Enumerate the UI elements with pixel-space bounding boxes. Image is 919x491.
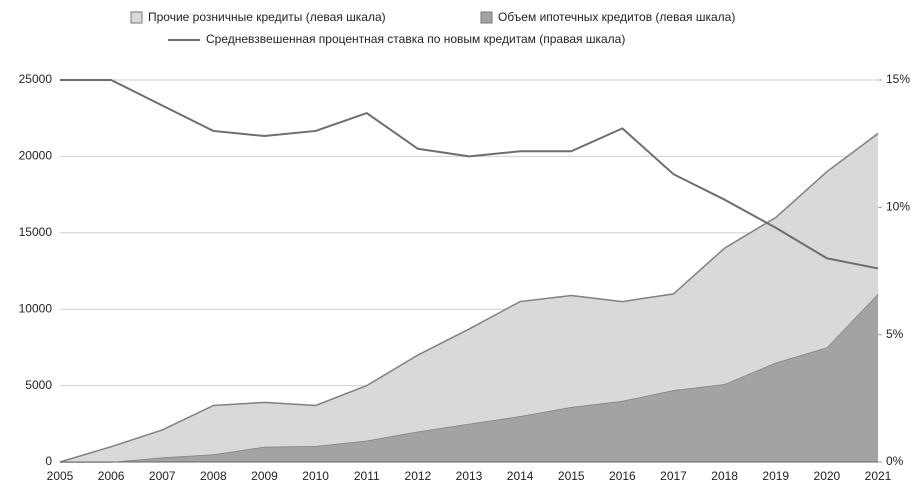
- legend-label: Прочие розничные кредиты (левая шкала): [148, 10, 386, 24]
- x-tick-label: 2012: [405, 469, 432, 483]
- y-tick-label: 0: [45, 454, 52, 468]
- y2-tick-label: 10%: [886, 200, 910, 214]
- x-tick-label: 2013: [456, 469, 483, 483]
- x-tick-label: 2016: [609, 469, 636, 483]
- legend-label: Средневзвешенная процентная ставка по но…: [206, 32, 625, 46]
- x-tick-label: 2018: [711, 469, 738, 483]
- y-tick-label: 10000: [19, 301, 53, 315]
- x-tick-label: 2021: [865, 469, 892, 483]
- x-tick-label: 2006: [98, 469, 125, 483]
- area: [60, 133, 878, 463]
- legend-swatch: [130, 11, 143, 24]
- x-tick-label: 2007: [149, 469, 176, 483]
- x-tick-label: 2011: [354, 469, 380, 483]
- x-tick-label: 2014: [507, 469, 534, 483]
- area-edge: [59, 132, 879, 463]
- y-tick-label: 20000: [19, 149, 53, 163]
- x-tick-label: 2020: [814, 469, 841, 483]
- x-tick-label: 2017: [660, 469, 687, 483]
- y-tick-label: 5000: [25, 378, 52, 392]
- legend-label: Объем ипотечных кредитов (левая шкала): [498, 10, 735, 24]
- x-tick-label: 2008: [200, 469, 227, 483]
- y-tick-label: 25000: [19, 72, 53, 86]
- y2-tick-label: 15%: [886, 72, 910, 86]
- y-tick-label: 15000: [19, 225, 53, 239]
- x-tick-label: 2010: [302, 469, 329, 483]
- x-tick-label: 2015: [558, 469, 585, 483]
- line: [60, 79, 879, 270]
- y2-tick-label: 0%: [886, 454, 904, 468]
- area: [60, 293, 878, 462]
- x-tick-label: 2009: [251, 469, 278, 483]
- x-tick-label: 2005: [47, 469, 74, 483]
- x-tick-label: 2019: [762, 469, 789, 483]
- legend-swatch: [480, 11, 493, 24]
- y2-tick-label: 5%: [886, 327, 904, 341]
